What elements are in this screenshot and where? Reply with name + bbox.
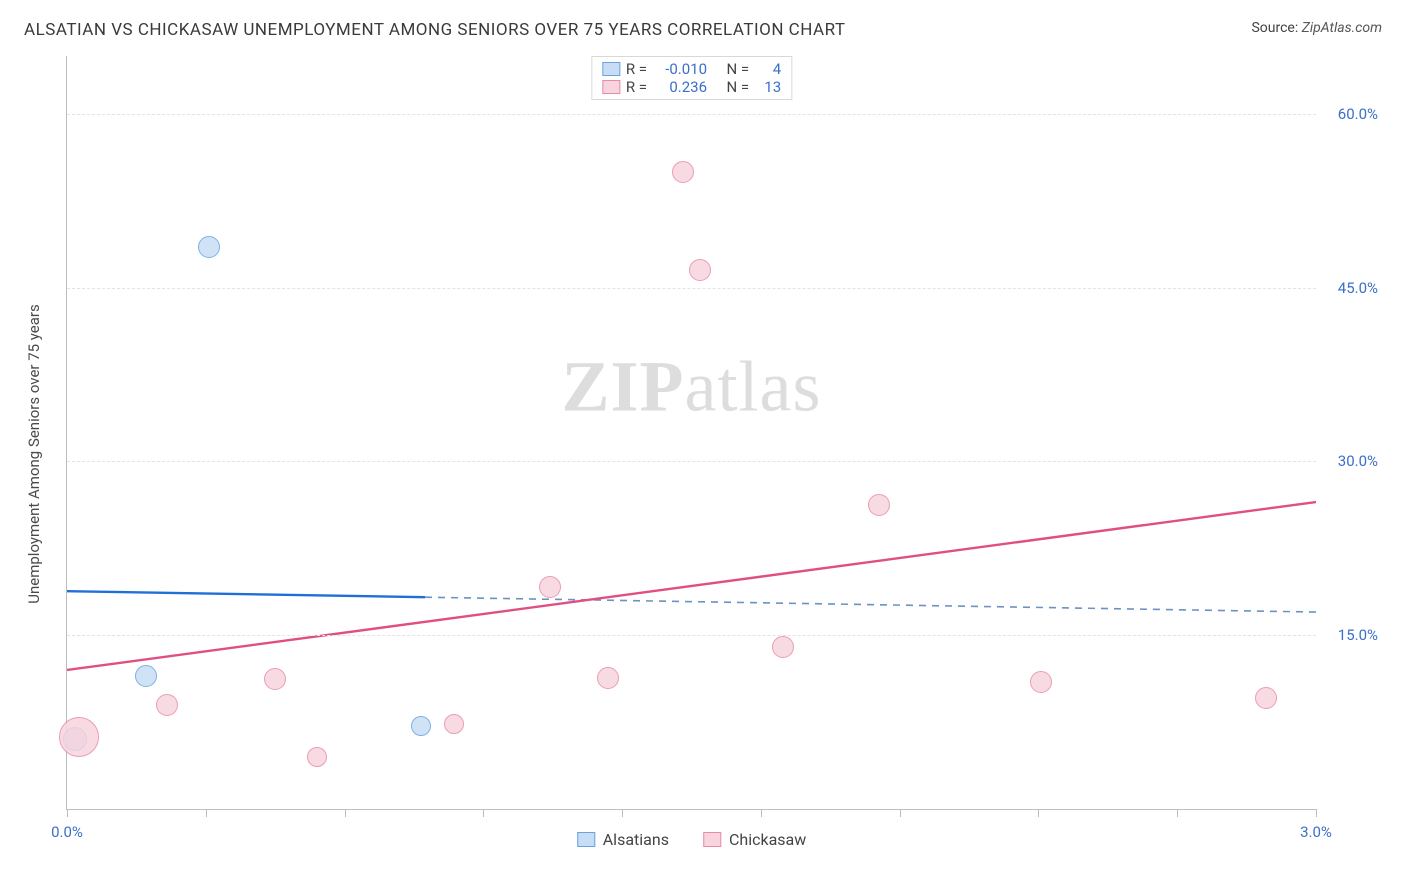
data-point-chickasaw[interactable] xyxy=(597,667,619,689)
x-tick-label: 3.0% xyxy=(1300,823,1332,841)
chart-title: ALSATIAN VS CHICKASAW UNEMPLOYMENT AMONG… xyxy=(24,20,846,40)
data-point-chickasaw[interactable] xyxy=(772,636,794,658)
r-value-chickasaw: 0.236 xyxy=(653,78,707,96)
x-tick xyxy=(345,809,346,817)
chart-container: Unemployment Among Seniors over 75 years… xyxy=(44,56,1384,852)
series-legend: Alsatians Chickasaw xyxy=(577,830,807,849)
legend-row-chickasaw: R = 0.236 N = 13 xyxy=(602,78,781,96)
data-point-chickasaw[interactable] xyxy=(689,259,711,281)
x-tick xyxy=(483,809,484,817)
x-tick xyxy=(1177,809,1178,817)
gridline xyxy=(67,635,1316,636)
legend-row-alsatians: R = -0.010 N = 4 xyxy=(602,60,781,78)
chart-header: ALSATIAN VS CHICKASAW UNEMPLOYMENT AMONG… xyxy=(0,0,1406,48)
trend-line-alsatians xyxy=(425,597,1316,612)
y-tick-label: 45.0% xyxy=(1338,279,1378,297)
data-point-chickasaw[interactable] xyxy=(1255,687,1277,709)
source-attribution: Source: ZipAtlas.com xyxy=(1251,20,1382,36)
data-point-alsatians[interactable] xyxy=(135,665,157,687)
y-axis-title: Unemployment Among Seniors over 75 years xyxy=(25,304,43,603)
source-value: ZipAtlas.com xyxy=(1302,20,1382,36)
data-point-chickasaw[interactable] xyxy=(444,714,464,734)
data-point-chickasaw[interactable] xyxy=(868,494,890,516)
n-value-chickasaw: 13 xyxy=(755,78,781,96)
y-tick-label: 60.0% xyxy=(1338,105,1378,123)
data-point-chickasaw[interactable] xyxy=(1030,671,1052,693)
data-point-chickasaw[interactable] xyxy=(264,668,286,690)
plot-area: R = -0.010 N = 4 R = 0.236 N = 13 ZIPatl… xyxy=(66,56,1316,810)
y-tick-label: 30.0% xyxy=(1338,452,1378,470)
gridline xyxy=(67,461,1316,462)
data-point-chickasaw[interactable] xyxy=(156,694,178,716)
legend-swatch-alsatians xyxy=(577,832,595,847)
n-label: N = xyxy=(727,60,750,78)
data-point-chickasaw[interactable] xyxy=(59,717,99,757)
legend-item-alsatians: Alsatians xyxy=(577,830,669,849)
data-point-chickasaw[interactable] xyxy=(307,747,327,767)
x-tick xyxy=(206,809,207,817)
data-point-chickasaw[interactable] xyxy=(539,576,561,598)
legend-item-chickasaw: Chickasaw xyxy=(703,830,806,849)
x-tick-label: 0.0% xyxy=(51,823,83,841)
gridline xyxy=(67,114,1316,115)
watermark-zip: ZIP xyxy=(562,347,685,427)
x-tick xyxy=(900,809,901,817)
legend-swatch-chickasaw xyxy=(602,80,620,94)
r-value-alsatians: -0.010 xyxy=(653,60,707,78)
correlation-legend: R = -0.010 N = 4 R = 0.236 N = 13 xyxy=(591,56,792,100)
legend-label-chickasaw: Chickasaw xyxy=(729,830,806,849)
x-tick xyxy=(1038,809,1039,817)
legend-label-alsatians: Alsatians xyxy=(603,830,669,849)
x-tick xyxy=(622,809,623,817)
data-point-alsatians[interactable] xyxy=(411,716,431,736)
data-point-alsatians[interactable] xyxy=(198,236,220,258)
x-tick xyxy=(67,809,68,817)
n-label: N = xyxy=(727,78,750,96)
x-tick xyxy=(761,809,762,817)
source-label: Source: xyxy=(1251,20,1298,36)
legend-swatch-chickasaw xyxy=(703,832,721,847)
trend-line-chickasaw xyxy=(67,502,1316,670)
legend-swatch-alsatians xyxy=(602,62,620,76)
n-value-alsatians: 4 xyxy=(755,60,781,78)
y-tick-label: 15.0% xyxy=(1338,626,1378,644)
x-tick xyxy=(1316,809,1317,817)
r-label: R = xyxy=(626,60,647,78)
data-point-chickasaw[interactable] xyxy=(672,161,694,183)
gridline xyxy=(67,288,1316,289)
r-label: R = xyxy=(626,78,647,96)
watermark: ZIPatlas xyxy=(562,346,822,429)
trend-line-alsatians xyxy=(67,591,425,597)
watermark-atlas: atlas xyxy=(685,347,822,427)
